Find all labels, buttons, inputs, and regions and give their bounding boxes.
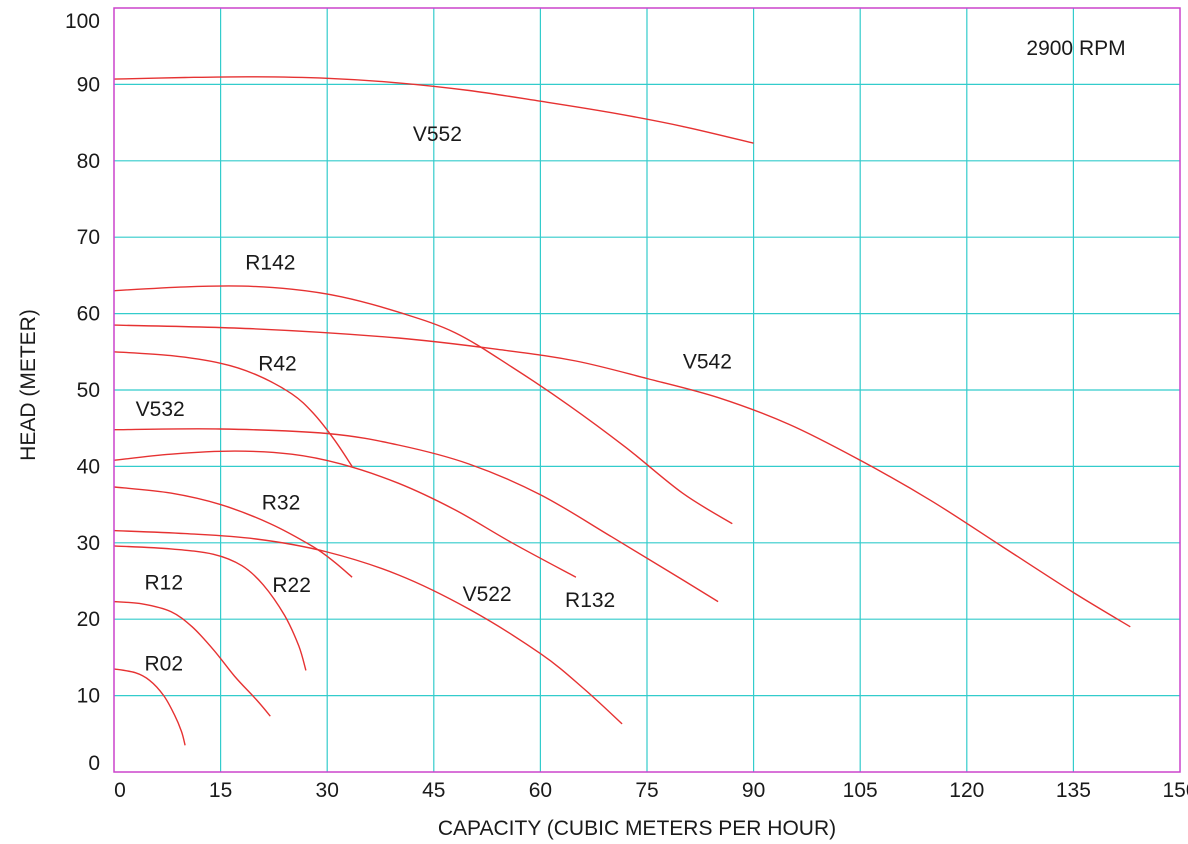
x-tick-label: 30 <box>316 779 339 802</box>
y-tick-label: 70 <box>77 226 100 249</box>
curve-label-r02: R02 <box>144 653 183 676</box>
x-tick-labels: 0 15 30 45 60 75 90 105 120 135 150 <box>114 779 1188 802</box>
curve-r132 <box>113 450 577 578</box>
curve-label-r142: R142 <box>245 251 295 274</box>
series-curves <box>113 76 1131 746</box>
rpm-annotation: 2900 RPM <box>1026 37 1125 60</box>
y-tick-label: 20 <box>77 608 100 631</box>
curve-v542 <box>113 324 1131 628</box>
curve-labels: V552 R142 V542 R42 V532 R32 R12 R22 V522 R132 R02 <box>136 123 732 675</box>
grid <box>114 8 1180 772</box>
curve-label-r12: R12 <box>144 572 183 595</box>
y-axis-title: HEAD (METER) <box>17 309 40 461</box>
curve-label-v522: V522 <box>463 583 512 606</box>
curve-r142 <box>113 285 733 525</box>
curve-label-r22: R22 <box>272 574 311 597</box>
x-tick-label: 135 <box>1056 779 1091 802</box>
x-tick-label: 0 <box>114 779 126 802</box>
curve-r22 <box>113 545 307 671</box>
curve-r42 <box>113 351 353 467</box>
curve-v522 <box>113 529 623 725</box>
y-tick-label: 10 <box>77 685 100 708</box>
y-tick-labels: 0 10 20 30 40 50 60 70 80 90 100 <box>65 10 100 775</box>
x-tick-label: 75 <box>635 779 658 802</box>
x-tick-label: 150 <box>1162 779 1188 802</box>
curve-label-v542: V542 <box>683 351 732 374</box>
y-tick-label: 30 <box>77 532 100 555</box>
curve-label-v532: V532 <box>136 398 185 421</box>
x-tick-label: 105 <box>843 779 878 802</box>
curve-v552 <box>113 76 754 144</box>
x-tick-label: 45 <box>422 779 445 802</box>
y-tick-label: 0 <box>88 752 100 775</box>
x-tick-label: 15 <box>209 779 232 802</box>
y-tick-label: 80 <box>77 150 100 173</box>
x-tick-label: 120 <box>949 779 984 802</box>
y-tick-label: 100 <box>65 10 100 33</box>
curve-r02 <box>113 668 186 746</box>
plot-frame <box>113 7 1181 773</box>
curve-label-r32: R32 <box>262 491 301 514</box>
curve-label-r132: R132 <box>565 589 615 612</box>
curve-v532 <box>113 428 719 603</box>
y-tick-label: 50 <box>77 379 100 402</box>
y-tick-label: 40 <box>77 455 100 478</box>
y-tick-label: 90 <box>77 73 100 96</box>
curve-r12 <box>113 600 271 717</box>
x-tick-label: 90 <box>742 779 765 802</box>
y-tick-label: 60 <box>77 303 100 326</box>
curve-r32 <box>113 486 353 578</box>
x-axis-title: CAPACITY (CUBIC METERS PER HOUR) <box>438 817 836 840</box>
curve-label-v552: V552 <box>413 123 462 146</box>
x-tick-label: 60 <box>529 779 552 802</box>
curve-label-r42: R42 <box>258 352 297 375</box>
